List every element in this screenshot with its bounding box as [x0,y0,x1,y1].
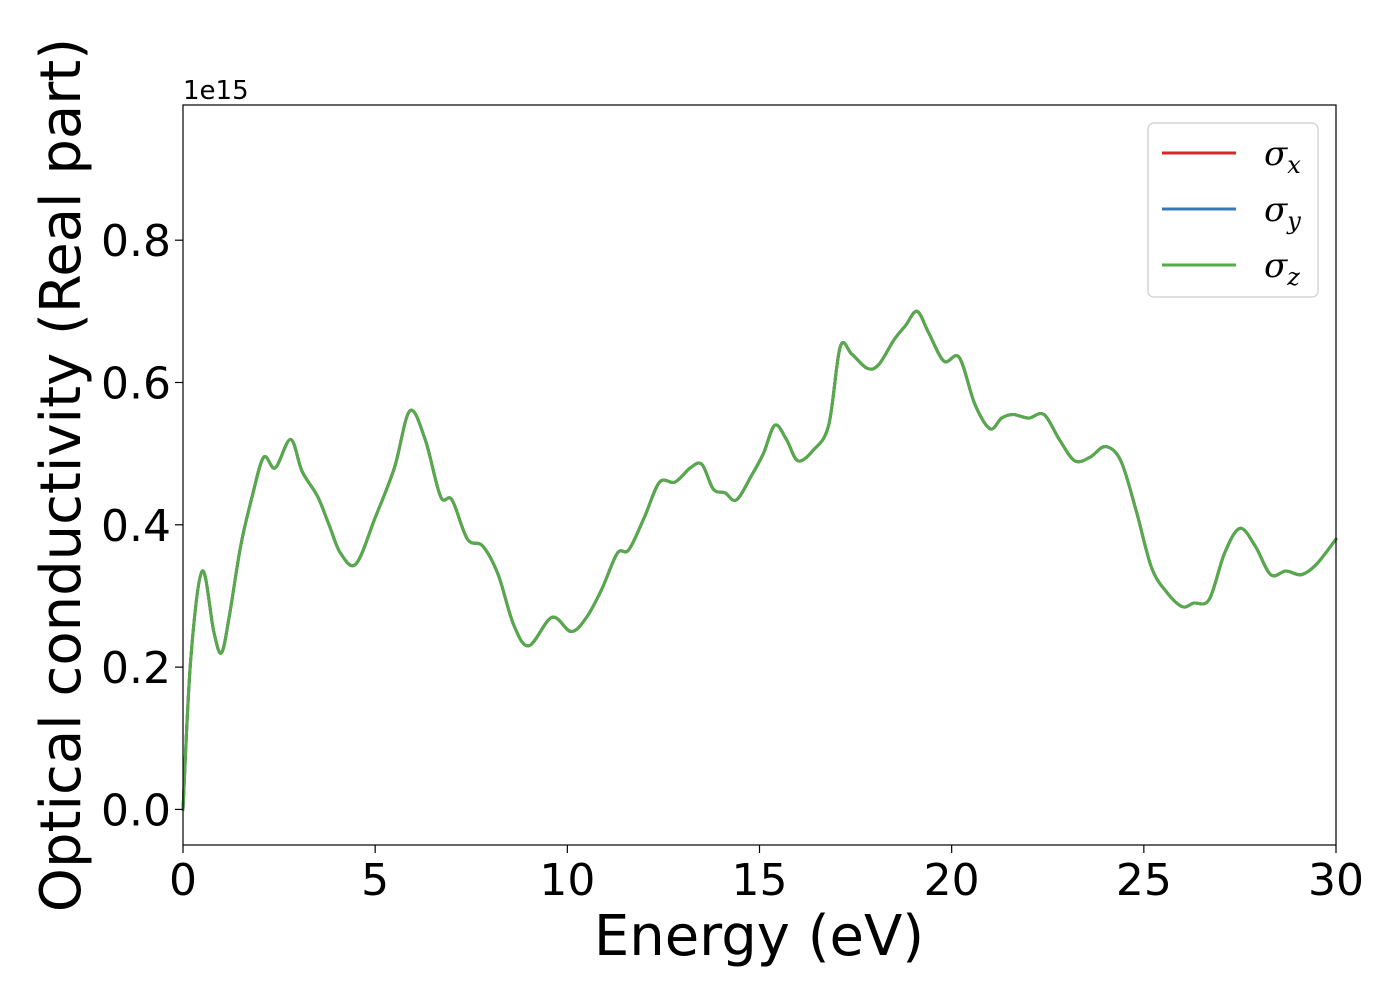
legend-label-y: σy [1264,190,1301,235]
x-tick-label: 5 [361,855,389,906]
y-offset-label: 1e15 [183,76,249,106]
x-tick-label: 20 [924,855,980,906]
x-axis-ticks: 0 5 10 15 20 25 30 [169,845,1364,906]
series-line-z [181,309,1338,811]
y-tick-label: 0.6 [101,359,171,410]
y-tick-label: 0.4 [101,501,171,552]
legend-label-x: σx [1264,134,1301,179]
x-tick-label: 0 [169,855,197,906]
x-tick-label: 30 [1308,855,1364,906]
y-tick-label: 0.2 [101,643,171,694]
legend: σx σy σz [1147,122,1319,298]
x-tick-label: 25 [1116,855,1172,906]
series-layer [181,309,1338,811]
x-tick-label: 10 [539,855,595,906]
x-tick-label: 15 [732,855,788,906]
y-axis-ticks: 0.0 0.2 0.4 0.6 0.8 [101,216,183,836]
legend-label-z: σz [1264,246,1300,291]
x-axis-title: Energy (eV) [594,904,924,969]
y-tick-label: 0.8 [101,216,171,267]
y-tick-label: 0.0 [101,785,171,836]
y-axis-title: Optical conductivity (Real part) [29,38,94,912]
